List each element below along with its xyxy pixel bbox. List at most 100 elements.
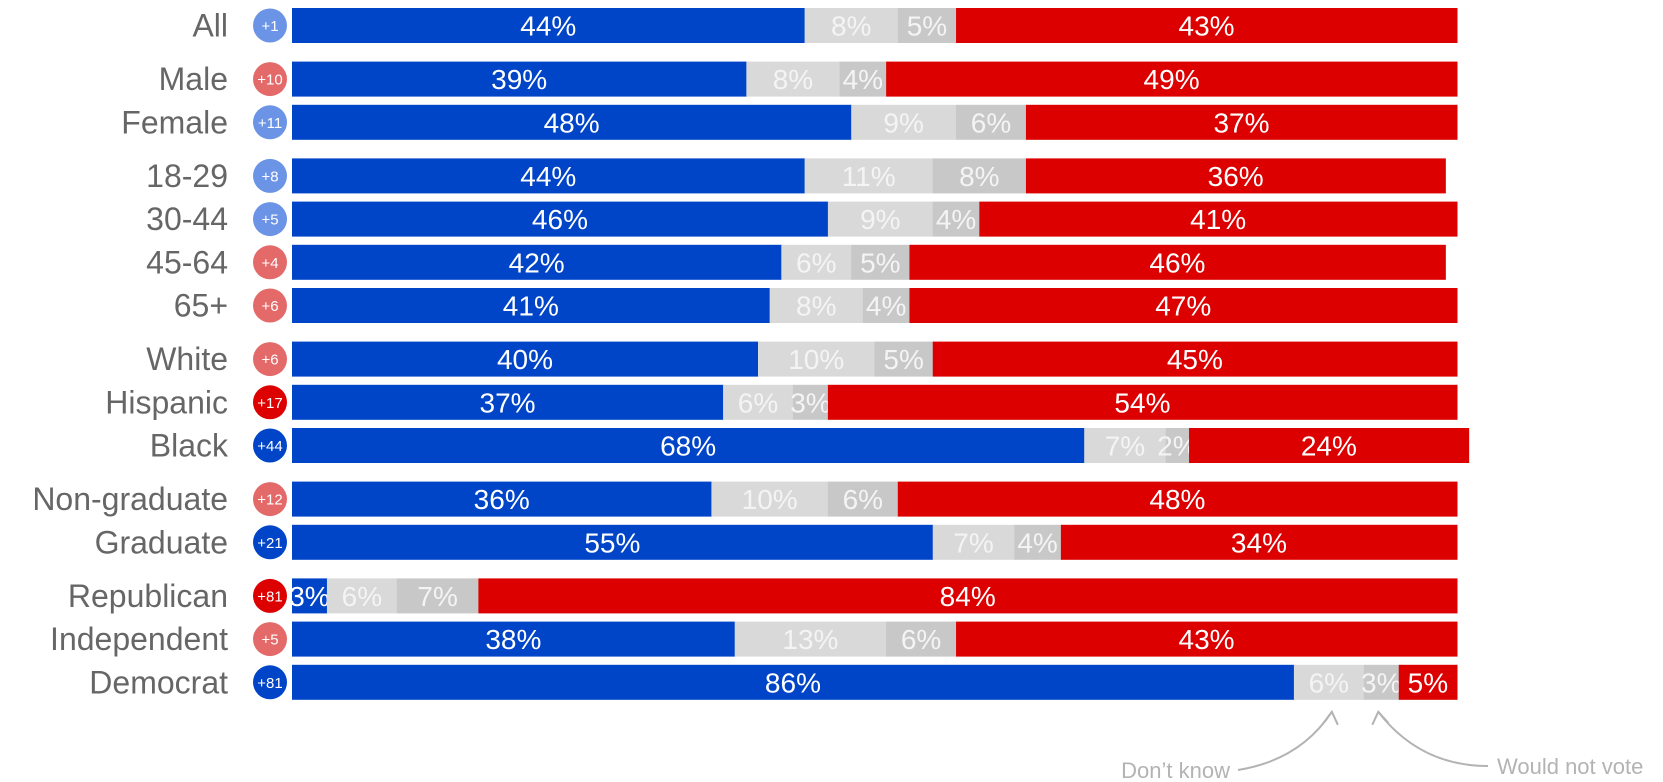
data-label: 6% xyxy=(796,247,836,278)
data-label: 6% xyxy=(843,484,883,515)
bar-segment-dont-know xyxy=(1084,428,1167,463)
margin-badge-label: +10 xyxy=(257,72,282,89)
data-label: 38% xyxy=(485,624,541,655)
category-label: Male xyxy=(159,61,228,97)
bar-segment-would-not-vote xyxy=(827,481,899,517)
margin-badge-label: +21 xyxy=(257,535,282,552)
data-label: 5% xyxy=(860,247,900,278)
data-label: 55% xyxy=(584,527,640,558)
data-label: 54% xyxy=(1114,387,1170,418)
bar-segment-would-not-vote xyxy=(897,8,957,43)
bar-segment-would-not-vote xyxy=(792,384,829,420)
bar-segment-rep xyxy=(909,288,1458,323)
data-label: 10% xyxy=(742,484,798,515)
category-label: Non-graduate xyxy=(32,481,228,517)
margin-badge-label: +11 xyxy=(258,115,282,132)
bar-segment-rep xyxy=(956,8,1458,43)
data-label: 6% xyxy=(1309,667,1349,698)
category-label: Democrat xyxy=(89,664,228,700)
data-label: 43% xyxy=(1179,624,1235,655)
data-label: 6% xyxy=(971,107,1011,138)
category-label: 18-29 xyxy=(146,158,228,194)
category-label: Republican xyxy=(68,578,228,614)
margin-badge xyxy=(253,105,287,140)
bar-segment-dem xyxy=(292,341,759,377)
bar-segment-rep xyxy=(1398,664,1458,700)
bar-segment-would-not-vote xyxy=(396,578,479,614)
bar-segment-would-not-vote xyxy=(932,201,980,237)
bar-segment-rep xyxy=(478,578,1458,614)
bar-segment-dont-know xyxy=(734,621,887,657)
margin-badge xyxy=(253,245,287,280)
margin-badge-label: +17 xyxy=(257,395,282,412)
data-label: 6% xyxy=(342,581,382,612)
bar-segment-rep xyxy=(827,384,1458,420)
margin-badge xyxy=(253,578,287,613)
bar-segment-would-not-vote xyxy=(1014,524,1062,560)
bar-segment-would-not-vote xyxy=(1363,664,1400,700)
category-label: 30-44 xyxy=(146,201,228,237)
margin-badge xyxy=(253,428,287,463)
data-label: 36% xyxy=(474,484,530,515)
data-label: 5% xyxy=(1408,667,1448,698)
margin-badge xyxy=(253,385,287,420)
margin-badge xyxy=(253,342,287,377)
category-label: White xyxy=(146,341,228,377)
margin-badge-label: +1 xyxy=(261,18,278,35)
margin-badge-label: +5 xyxy=(261,212,278,229)
margin-badge-label: +4 xyxy=(261,255,278,272)
category-label: Black xyxy=(150,428,229,464)
bar-segment-dont-know xyxy=(804,158,934,194)
margin-badge xyxy=(253,622,287,657)
bar-segment-dont-know xyxy=(932,524,1015,560)
margin-badge-label: +44 xyxy=(257,438,282,455)
bar-segment-dem xyxy=(292,621,736,657)
data-label: 47% xyxy=(1155,291,1211,322)
data-label: 40% xyxy=(497,344,553,375)
data-label: 84% xyxy=(940,581,996,612)
data-label: 49% xyxy=(1144,64,1200,95)
bar-segment-would-not-vote xyxy=(956,104,1027,140)
data-label: 8% xyxy=(959,161,999,192)
bar-segment-would-not-vote xyxy=(932,158,1027,194)
bar-segment-rep xyxy=(1060,524,1458,560)
bar-segment-dont-know xyxy=(1293,664,1365,700)
category-label: 45-64 xyxy=(146,244,228,280)
data-label: 41% xyxy=(1190,204,1246,235)
margin-badge-label: +8 xyxy=(261,168,278,185)
bar-segment-dont-know xyxy=(711,481,829,517)
margin-badge-label: +12 xyxy=(257,492,282,509)
bar-segment-dem xyxy=(292,288,771,323)
bar-segment-dem xyxy=(292,61,747,97)
bar-segment-dont-know xyxy=(723,384,794,420)
bar-segment-rep xyxy=(909,244,1446,280)
data-label: 7% xyxy=(1105,431,1145,462)
annotation-would-not-vote: Would not vote xyxy=(1497,754,1643,779)
data-label: 9% xyxy=(860,204,900,235)
category-label: 65+ xyxy=(174,288,228,324)
data-label: 10% xyxy=(788,344,844,375)
data-label: 39% xyxy=(491,64,547,95)
data-label: 46% xyxy=(532,204,588,235)
bar-segment-dem xyxy=(292,664,1295,700)
bar-segment-dont-know xyxy=(827,201,934,237)
bar-segment-dem xyxy=(292,481,712,517)
bar-segment-rep xyxy=(886,61,1458,97)
margin-badge-label: +5 xyxy=(261,632,278,649)
bar-segment-rep xyxy=(932,341,1458,377)
margin-badge-label: +81 xyxy=(257,588,282,605)
bar-segment-rep xyxy=(1189,428,1470,463)
margin-badge xyxy=(253,665,287,700)
bar-segment-rep xyxy=(897,481,1458,517)
bar-segment-would-not-vote xyxy=(851,244,910,280)
bar-segment-dont-know xyxy=(746,61,841,97)
bar-segment-dont-know xyxy=(769,288,864,323)
data-label: 48% xyxy=(544,107,600,138)
bar-segment-dem xyxy=(292,201,829,237)
data-label: 45% xyxy=(1167,344,1223,375)
bar-segment-dont-know xyxy=(804,8,899,43)
bar-segment-rep xyxy=(979,201,1458,237)
margin-badge xyxy=(253,288,287,323)
data-label: 44% xyxy=(520,161,576,192)
data-label: 8% xyxy=(831,11,871,42)
